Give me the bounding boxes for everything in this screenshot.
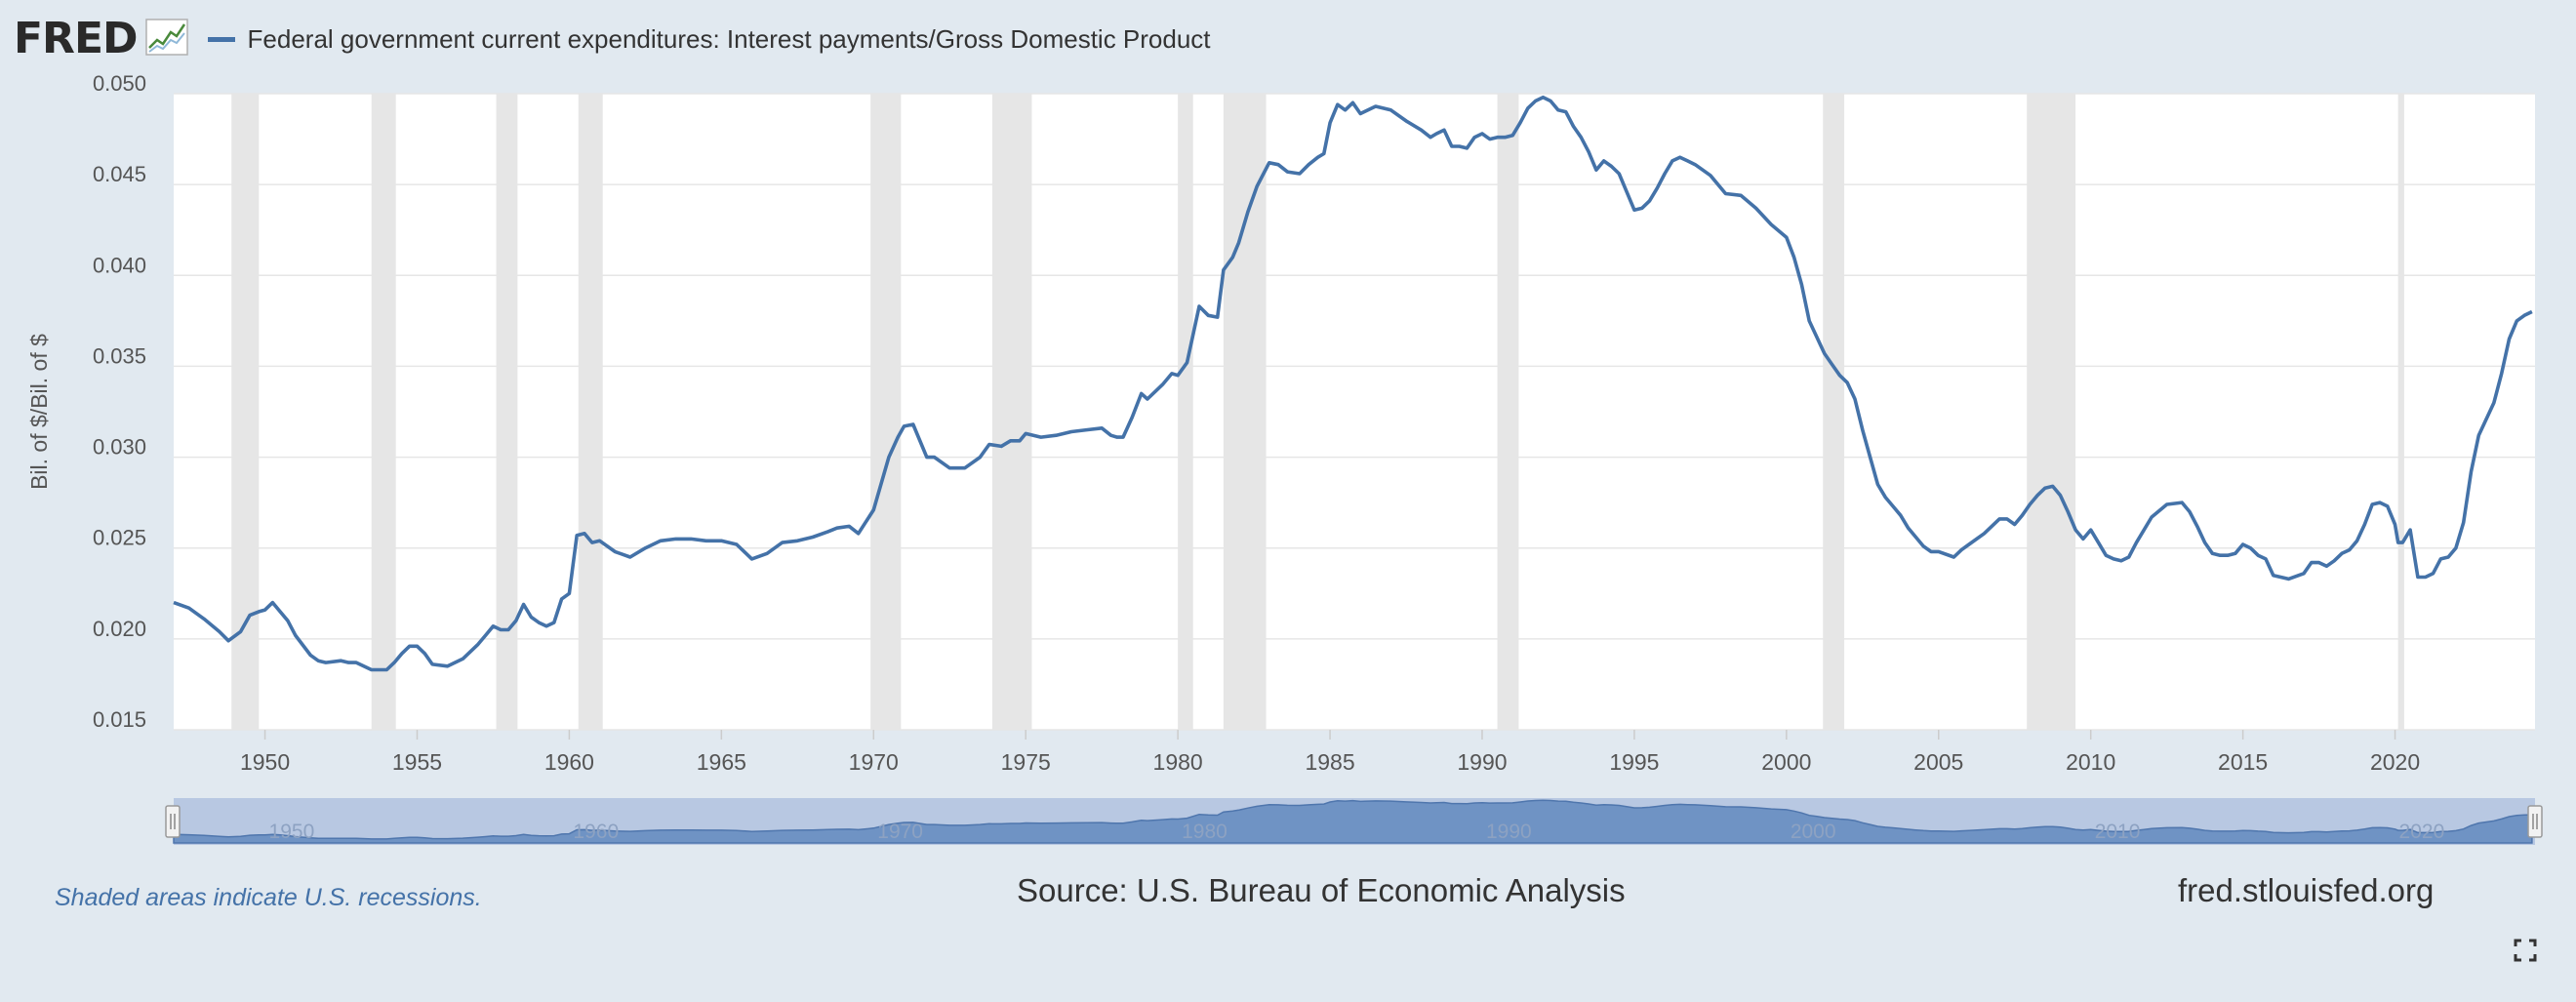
recession-band (1823, 94, 1845, 730)
x-tick-label: 2010 (2066, 749, 2115, 775)
recession-band (1178, 94, 1193, 730)
recession-band (371, 94, 396, 730)
range-navigator[interactable]: 1950 1960 1970 1980 1990 2000 2010 2020 (165, 798, 2543, 845)
navigator-tick-label: 1990 (1486, 821, 1532, 843)
x-tick-label: 1960 (544, 749, 594, 775)
navigator-handle-right[interactable] (2527, 805, 2543, 838)
x-tick-label: 2015 (2218, 749, 2268, 775)
x-tick-label: 1975 (1001, 749, 1051, 775)
series-legend[interactable]: Federal government current expenditures:… (207, 23, 1211, 55)
recession-note: Shaded areas indicate U.S. recessions. (55, 884, 482, 911)
plot-area (174, 94, 2535, 730)
y-tick-label: 0.030 (93, 435, 146, 460)
x-tick-label: 2020 (2370, 749, 2420, 775)
fred-logo[interactable]: FRED (14, 14, 139, 63)
x-tick-label: 1950 (240, 749, 290, 775)
navigator-tick-label: 1960 (573, 821, 619, 843)
fullscreen-icon[interactable] (2514, 939, 2537, 967)
navigator-tick-label: 2020 (2399, 821, 2445, 843)
y-tick-label: 0.025 (93, 526, 146, 550)
grid-lines (174, 93, 2535, 731)
y-tick-label: 0.020 (93, 617, 146, 641)
recession-band (1223, 94, 1267, 730)
x-axis-ticks: 1950 1955 1960 1965 1970 1975 1980 1985 1990 1995… (240, 730, 2420, 775)
recession-band (578, 94, 603, 730)
y-axis-ticks: 0.015 0.020 0.025 0.030 0.035 0.040 0.045 0.050 (93, 71, 146, 732)
x-tick-label: 1980 (1153, 749, 1203, 775)
legend-swatch (207, 36, 235, 42)
recession-band (496, 94, 518, 730)
navigator-tick-label: 1970 (877, 821, 923, 843)
chart-header: FRED Federal government current expendit… (14, 10, 1211, 68)
recession-band (2027, 94, 2076, 730)
y-axis-label: Bil. of $/Bil. of $ (26, 334, 52, 490)
navigator-tick-label: 1950 (269, 821, 315, 843)
recession-band (991, 94, 1032, 730)
y-tick-label: 0.050 (93, 71, 146, 96)
navigator-tick-label: 2000 (1791, 821, 1836, 843)
x-tick-label: 2005 (1913, 749, 1963, 775)
y-tick-label: 0.015 (93, 707, 146, 732)
recession-bands (231, 94, 2404, 730)
source-text: Source: U.S. Bureau of Economic Analysis (1017, 872, 1626, 908)
navigator-tick-label: 1980 (1182, 821, 1228, 843)
recession-band (2397, 94, 2404, 730)
x-tick-label: 1985 (1305, 749, 1354, 775)
y-tick-label: 0.035 (93, 343, 146, 368)
recession-band (870, 94, 902, 730)
line-chart-icon[interactable] (144, 18, 188, 60)
navigator-ticks: 1950 1960 1970 1980 1990 2000 2010 2020 (269, 821, 2445, 843)
navigator-tick-label: 2010 (2095, 821, 2141, 843)
x-tick-label: 1955 (392, 749, 442, 775)
series-line (173, 95, 2533, 672)
x-tick-label: 1990 (1457, 749, 1507, 775)
x-tick-label: 1995 (1609, 749, 1659, 775)
navigator-series-area (173, 799, 2533, 844)
x-tick-label: 1965 (697, 749, 746, 775)
x-tick-label: 1970 (849, 749, 899, 775)
recession-band (1497, 94, 1519, 730)
site-url[interactable]: fred.stlouisfed.org (2178, 872, 2435, 908)
y-tick-label: 0.040 (93, 253, 146, 277)
navigator-handle-left[interactable] (165, 805, 181, 838)
x-tick-label: 2000 (1761, 749, 1811, 775)
y-tick-label: 0.045 (93, 162, 146, 186)
series-title: Federal government current expenditures:… (247, 23, 1211, 54)
